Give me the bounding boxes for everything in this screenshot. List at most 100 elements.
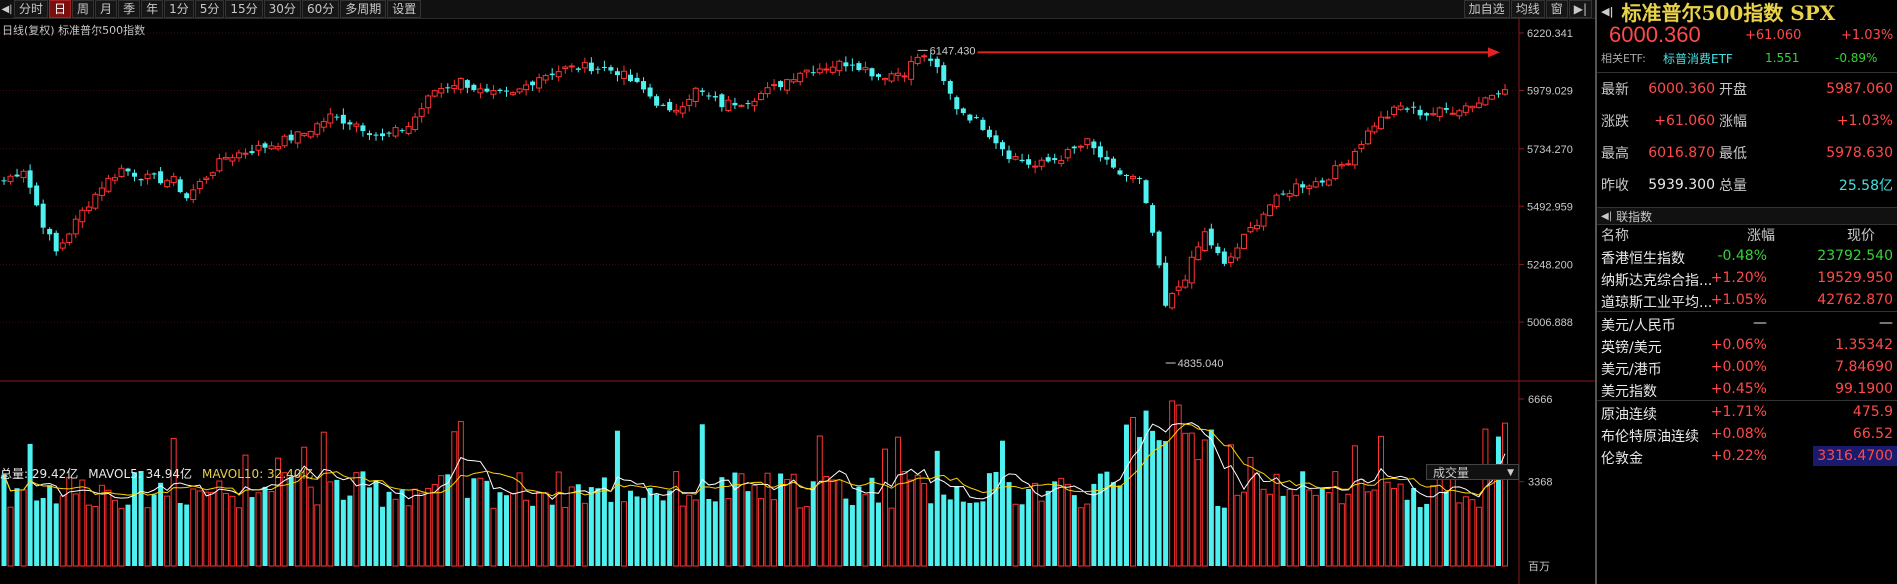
volume-bar: [914, 474, 921, 567]
volume-bar: [1032, 482, 1039, 567]
volume-bar: [1006, 482, 1012, 566]
candle-body: [673, 109, 680, 113]
index-price: 66.52: [1852, 426, 1893, 442]
index-name: 美元/港币: [1601, 362, 1662, 378]
candle-body: [92, 193, 99, 209]
volume-bar: [59, 495, 66, 567]
candle-body: [654, 96, 660, 106]
period-tab[interactable]: 多周期: [340, 0, 387, 18]
volume-bar: [895, 436, 902, 567]
candle-body: [914, 56, 921, 64]
volume-bar: [634, 496, 640, 566]
volume-bar: [1364, 491, 1371, 567]
candle-body: [471, 84, 477, 91]
period-tab[interactable]: 周: [72, 0, 95, 18]
volume-bar: [20, 489, 27, 567]
index-row[interactable]: 美元/人民币 — —: [1597, 311, 1897, 334]
toolbar-right-button[interactable]: 窗: [1545, 0, 1568, 18]
candle-body: [196, 181, 203, 190]
volume-bar: [222, 492, 229, 567]
volume-bar: [1436, 476, 1443, 567]
candle-body: [47, 228, 53, 235]
high-label: 6147.430: [930, 45, 976, 57]
col-price-header[interactable]: 现价: [1847, 228, 1875, 244]
period-tab[interactable]: 60分: [301, 0, 340, 18]
toolbar-right-button[interactable]: 加自选: [1463, 0, 1510, 18]
volume-bar: [1104, 471, 1110, 566]
index-row[interactable]: 英镑/美元 +0.06% 1.35342: [1597, 334, 1897, 356]
volume-ma5: MAVOL5: 34.94亿: [88, 467, 192, 481]
volume-bar: [829, 479, 836, 567]
period-tab[interactable]: 5分: [194, 0, 225, 18]
candle-body: [1110, 158, 1116, 168]
candle-body: [836, 60, 843, 72]
index-row[interactable]: 美元/港币 +0.00% 7.84690: [1597, 356, 1897, 378]
volume-bar: [360, 471, 366, 566]
candle-body: [1032, 165, 1039, 168]
period-tab[interactable]: 日: [49, 0, 72, 18]
volume-bar: [614, 430, 620, 566]
candle-body: [1188, 256, 1195, 284]
candle-body: [1436, 107, 1443, 117]
period-tab[interactable]: 30分: [263, 0, 301, 18]
volume-bar: [425, 487, 432, 567]
volume-bar: [334, 479, 340, 566]
index-row[interactable]: 伦敦金 +0.22% 3316.4700: [1597, 445, 1897, 467]
candle-body: [1293, 183, 1300, 196]
candle-body: [1502, 89, 1508, 95]
volume-bar: [699, 424, 705, 566]
volume-bar: [1143, 410, 1149, 566]
volume-bar: [27, 443, 33, 566]
index-row[interactable]: 道琼斯工业平均... +1.05% 42762.870: [1597, 289, 1897, 311]
candle-body: [1195, 246, 1202, 261]
candle-body: [568, 65, 575, 68]
period-tab[interactable]: 年: [141, 0, 164, 18]
volume-bar: [307, 486, 314, 567]
period-tab[interactable]: 月: [95, 0, 118, 18]
candle-body: [999, 142, 1005, 150]
period-tab[interactable]: 季: [118, 0, 141, 18]
volume-bar: [706, 498, 712, 566]
collapse-right-icon[interactable]: ▶|: [1568, 0, 1592, 18]
vol-unit-label: 百万: [1528, 561, 1550, 573]
candle-body: [549, 73, 555, 76]
volume-indicator-select[interactable]: 成交量 ▼: [1426, 464, 1519, 480]
volume-bar: [235, 507, 242, 567]
etf-name[interactable]: 标普消费ETF: [1663, 51, 1733, 66]
index-row[interactable]: 原油连续 +1.71% 475.9: [1597, 400, 1897, 423]
quote-label: 最高: [1601, 146, 1629, 162]
col-pct-header[interactable]: 涨幅: [1747, 228, 1775, 244]
candle-body: [1091, 141, 1097, 149]
candle-body: [144, 173, 151, 180]
index-row[interactable]: 布伦特原油连续 +0.08% 66.52: [1597, 423, 1897, 445]
candle-body: [542, 75, 549, 81]
candle-body: [216, 158, 223, 172]
index-row[interactable]: 香港恒生指数 -0.48% 23792.540: [1597, 245, 1897, 267]
candle-body: [628, 74, 634, 82]
period-tab[interactable]: 15分: [225, 0, 263, 18]
toolbar-right-button[interactable]: 均线: [1510, 0, 1545, 18]
candle-body: [412, 116, 419, 130]
volume-bar: [1293, 494, 1300, 567]
candle-body: [7, 175, 14, 183]
col-name-header[interactable]: 名称: [1601, 228, 1629, 244]
collapse-left-icon[interactable]: ◀|: [1, 3, 13, 15]
candle-body: [934, 58, 940, 68]
volume-bar: [1404, 499, 1410, 566]
volume-bar: [1475, 506, 1482, 567]
candle-body: [27, 170, 33, 188]
index-row[interactable]: 美元指数 +0.45% 99.1900: [1597, 378, 1897, 400]
candle-body: [1156, 231, 1162, 266]
volume-bar: [823, 475, 830, 567]
candle-body: [1006, 150, 1012, 160]
period-tab[interactable]: 设置: [387, 0, 422, 18]
index-row[interactable]: 纳斯达克综合指... +1.20% 19529.950: [1597, 267, 1897, 289]
period-tab[interactable]: 1分: [164, 0, 194, 18]
section-collapse-icon[interactable]: ◀|: [1601, 210, 1613, 222]
period-tab[interactable]: 分时: [14, 0, 49, 18]
candle-body: [1325, 179, 1332, 186]
candle-body: [960, 108, 966, 114]
volume-bar: [66, 476, 73, 567]
candle-body: [784, 79, 791, 91]
collapse-panel-icon[interactable]: ◀|: [1601, 4, 1614, 18]
